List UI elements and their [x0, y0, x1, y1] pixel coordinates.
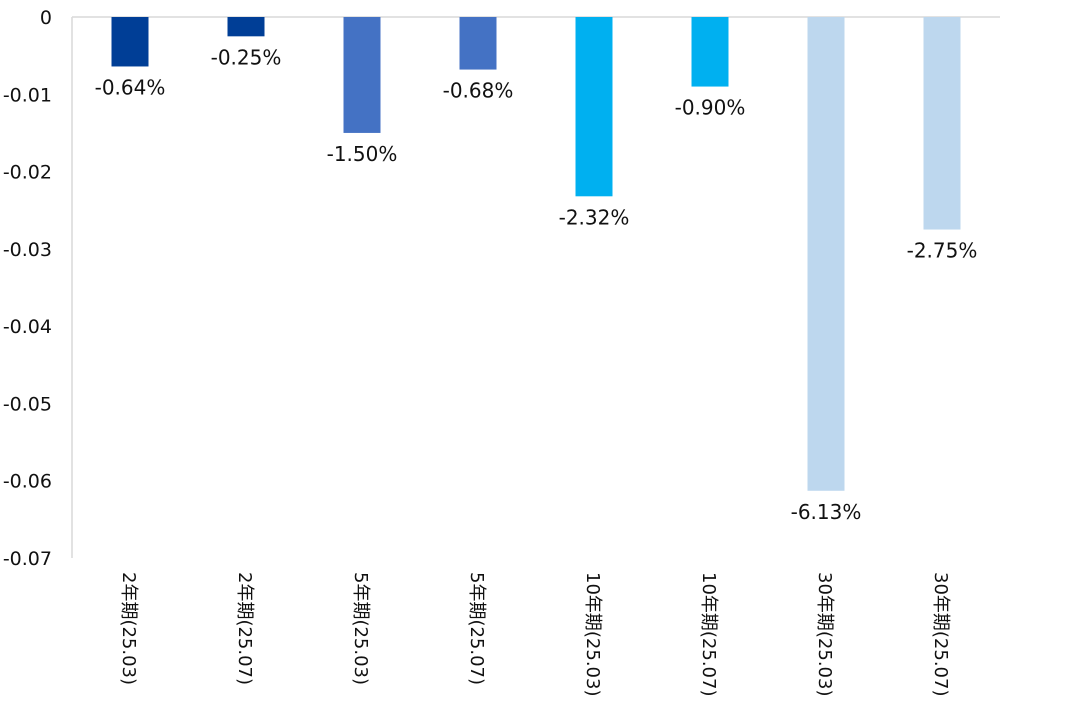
data-label: -0.90%: [675, 96, 746, 120]
bar: [459, 17, 497, 70]
data-labels-group: -0.64% -0.25% -1.50% -0.68% -2.32% -0.90% -6.1…: [95, 45, 978, 523]
bar: [111, 17, 149, 67]
category-label: 5年期(25.07): [466, 572, 487, 685]
y-tick-label: -0.05: [3, 393, 52, 415]
y-axis-ticks: 0 -0.01 -0.02 -0.03 -0.04 -0.05 -0.06 -0.07: [3, 7, 52, 570]
data-label: -2.32%: [559, 205, 630, 229]
category-label: 10年期(25.07): [698, 572, 719, 696]
category-label: 30年期(25.03): [814, 572, 835, 696]
y-tick-label: -0.04: [3, 316, 52, 338]
bar: [227, 17, 265, 37]
category-labels-group: 2年期(25.03) 2年期(25.07) 5年期(25.03) 5年期(25.07)…: [118, 572, 951, 696]
y-tick-label: -0.02: [3, 162, 52, 184]
data-label: -6.13%: [791, 500, 862, 524]
y-tick-label: -0.07: [3, 548, 52, 570]
data-label: -0.64%: [95, 75, 166, 99]
data-label: -0.25%: [211, 45, 282, 69]
bar: [575, 17, 613, 197]
bars-group: [111, 17, 961, 491]
bar: [343, 17, 381, 133]
y-tick-label: -0.01: [3, 84, 52, 106]
data-label: -0.68%: [443, 79, 514, 103]
category-label: 2年期(25.07): [234, 572, 255, 685]
bar: [807, 17, 845, 491]
data-label: -2.75%: [907, 239, 978, 263]
y-tick-label: 0: [40, 7, 52, 29]
category-label: 5年期(25.03): [350, 572, 371, 685]
category-label: 2年期(25.03): [118, 572, 139, 685]
category-label: 30年期(25.07): [930, 572, 951, 696]
bar: [691, 17, 729, 87]
bar: [923, 17, 961, 230]
category-label: 10年期(25.03): [582, 572, 603, 696]
data-label: -1.50%: [327, 142, 398, 166]
y-tick-label: -0.06: [3, 471, 52, 493]
y-tick-label: -0.03: [3, 239, 52, 261]
